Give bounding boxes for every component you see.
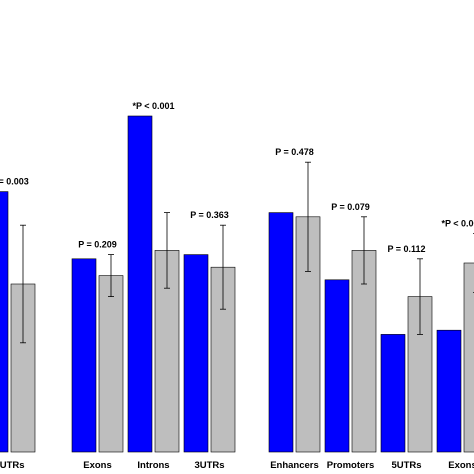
p-value-label: P = 0.363 [190,210,229,220]
category-label: Exons [448,460,474,471]
bar-blue [71,258,97,453]
bar-grey [98,275,124,453]
bar-blue [0,191,9,453]
bar-blue [380,334,406,453]
bar-grey [463,262,474,453]
p-value-label: P = 0.079 [331,202,370,212]
bar-blue [183,254,209,453]
p-value-label: *P < 0.001 [132,101,174,111]
category-label: Promoters [327,460,375,471]
p-value-label: *P < 0.001 [441,219,474,229]
p-value-label: P = 0.003 [0,177,29,187]
bar-blue [324,279,350,453]
category-label: Exons [83,460,112,471]
category-label: Enhancers [270,460,319,471]
bar-blue [268,212,294,453]
category-label: 5UTRs [0,460,25,471]
p-value-label: P = 0.112 [387,244,425,254]
bar-blue [127,115,153,453]
category-label: Introns [137,460,169,471]
bar-blue [436,329,462,453]
category-label: 3UTRs [194,460,224,471]
p-value-label: P = 0.478 [275,147,314,157]
category-label: 5UTRs [391,460,421,471]
p-value-label: P = 0.209 [78,240,117,250]
